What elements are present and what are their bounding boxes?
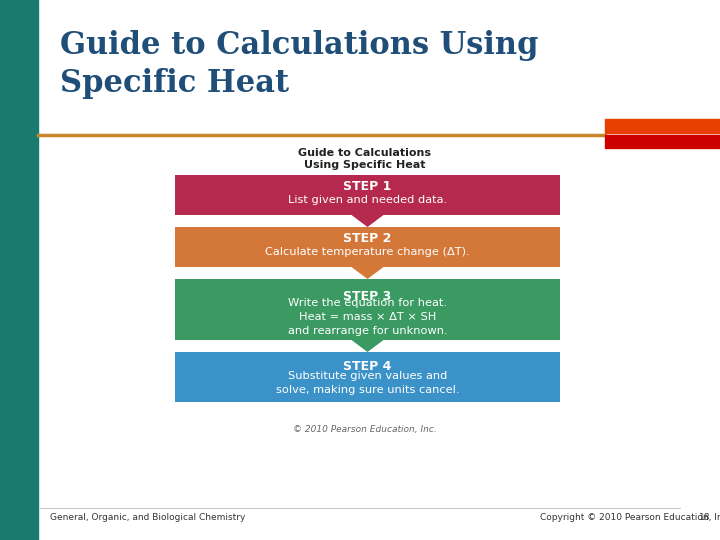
- Text: Calculate temperature change (ΔT).: Calculate temperature change (ΔT).: [265, 247, 470, 257]
- Text: STEP 2: STEP 2: [343, 232, 392, 245]
- Text: General, Organic, and Biological Chemistry: General, Organic, and Biological Chemist…: [50, 514, 246, 523]
- Text: © 2010 Pearson Education, Inc.: © 2010 Pearson Education, Inc.: [293, 425, 437, 434]
- Text: Specific Heat: Specific Heat: [60, 68, 289, 99]
- Text: STEP 4: STEP 4: [343, 360, 392, 373]
- Bar: [605, 119, 720, 133]
- Bar: [175, 352, 560, 402]
- Text: STEP 1: STEP 1: [343, 180, 392, 193]
- Text: List given and needed data.: List given and needed data.: [288, 195, 447, 205]
- Text: Copyright © 2010 Pearson Education, Inc.: Copyright © 2010 Pearson Education, Inc.: [540, 514, 720, 523]
- Text: 18: 18: [698, 514, 710, 523]
- Bar: [175, 175, 560, 215]
- Text: Guide to Calculations Using: Guide to Calculations Using: [60, 30, 539, 61]
- Polygon shape: [351, 340, 384, 352]
- Text: Using Specific Heat: Using Specific Heat: [305, 160, 426, 170]
- Text: Guide to Calculations: Guide to Calculations: [299, 148, 431, 158]
- Text: Substitute given values and
solve, making sure units cancel.: Substitute given values and solve, makin…: [276, 371, 459, 395]
- Polygon shape: [351, 267, 384, 279]
- Bar: [175, 279, 560, 340]
- Polygon shape: [351, 215, 384, 227]
- Bar: [605, 135, 720, 148]
- Text: Write the equation for heat.
Heat = mass × ΔT × SH
and rearrange for unknown.: Write the equation for heat. Heat = mass…: [288, 298, 447, 336]
- Bar: [175, 227, 560, 267]
- Text: STEP 3: STEP 3: [343, 289, 392, 302]
- Bar: [0, 0, 38, 540]
